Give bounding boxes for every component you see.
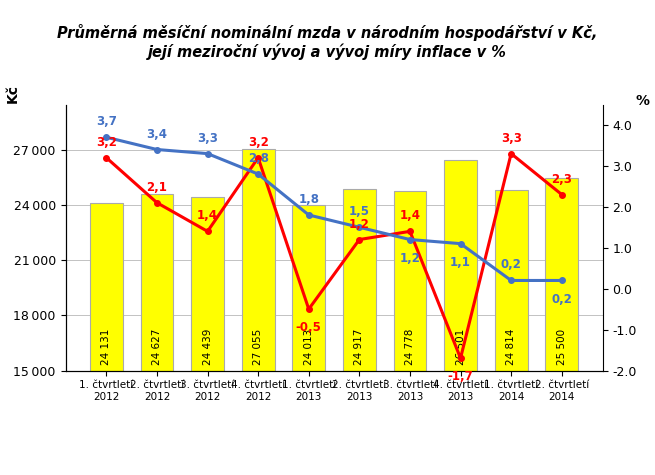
Text: 2,3: 2,3 [552, 172, 572, 186]
Text: 25 500: 25 500 [557, 329, 567, 365]
Text: 2,1: 2,1 [147, 180, 168, 194]
Text: 24 627: 24 627 [152, 329, 162, 365]
Y-axis label: %: % [636, 94, 650, 108]
Text: 3,4: 3,4 [147, 127, 168, 141]
Text: 26 501: 26 501 [455, 329, 466, 365]
Bar [242, 149, 274, 475]
Text: 0,2: 0,2 [500, 258, 521, 272]
Bar [90, 203, 122, 475]
Bar [343, 189, 376, 475]
Text: 27 055: 27 055 [253, 329, 263, 365]
Text: 3,2: 3,2 [96, 136, 117, 149]
Text: 24 013: 24 013 [304, 329, 314, 365]
Text: -0,5: -0,5 [296, 322, 322, 334]
Bar [141, 194, 174, 475]
Text: 3,3: 3,3 [197, 132, 218, 144]
Bar [546, 178, 578, 475]
Text: 1,8: 1,8 [298, 193, 319, 206]
Text: 1,1: 1,1 [450, 256, 471, 269]
Bar [292, 205, 325, 475]
Text: 1,5: 1,5 [349, 205, 370, 218]
Text: 2,8: 2,8 [248, 152, 269, 165]
Text: 3,3: 3,3 [500, 132, 521, 144]
Bar [444, 160, 477, 475]
Text: 24 131: 24 131 [102, 329, 111, 365]
Text: 1,2: 1,2 [349, 218, 370, 230]
Text: 3,7: 3,7 [96, 115, 117, 128]
Text: 1,4: 1,4 [400, 209, 421, 222]
Text: 24 439: 24 439 [202, 329, 213, 365]
Text: -1,7: -1,7 [447, 370, 474, 383]
Text: 0,2: 0,2 [552, 293, 572, 306]
Text: 24 917: 24 917 [354, 329, 364, 365]
Bar [495, 190, 527, 475]
Text: 1,2: 1,2 [400, 252, 421, 265]
Text: 24 778: 24 778 [405, 329, 415, 365]
Text: 24 814: 24 814 [506, 329, 516, 365]
Text: 1,4: 1,4 [197, 209, 218, 222]
Y-axis label: Kč: Kč [6, 85, 20, 104]
Text: 3,2: 3,2 [248, 136, 269, 149]
Bar [191, 197, 224, 475]
Text: Průměrná měsíční nominální mzda v národním hospodářství v Kč,
její meziroční výv: Průměrná měsíční nominální mzda v národn… [58, 24, 597, 60]
Bar [394, 191, 426, 475]
